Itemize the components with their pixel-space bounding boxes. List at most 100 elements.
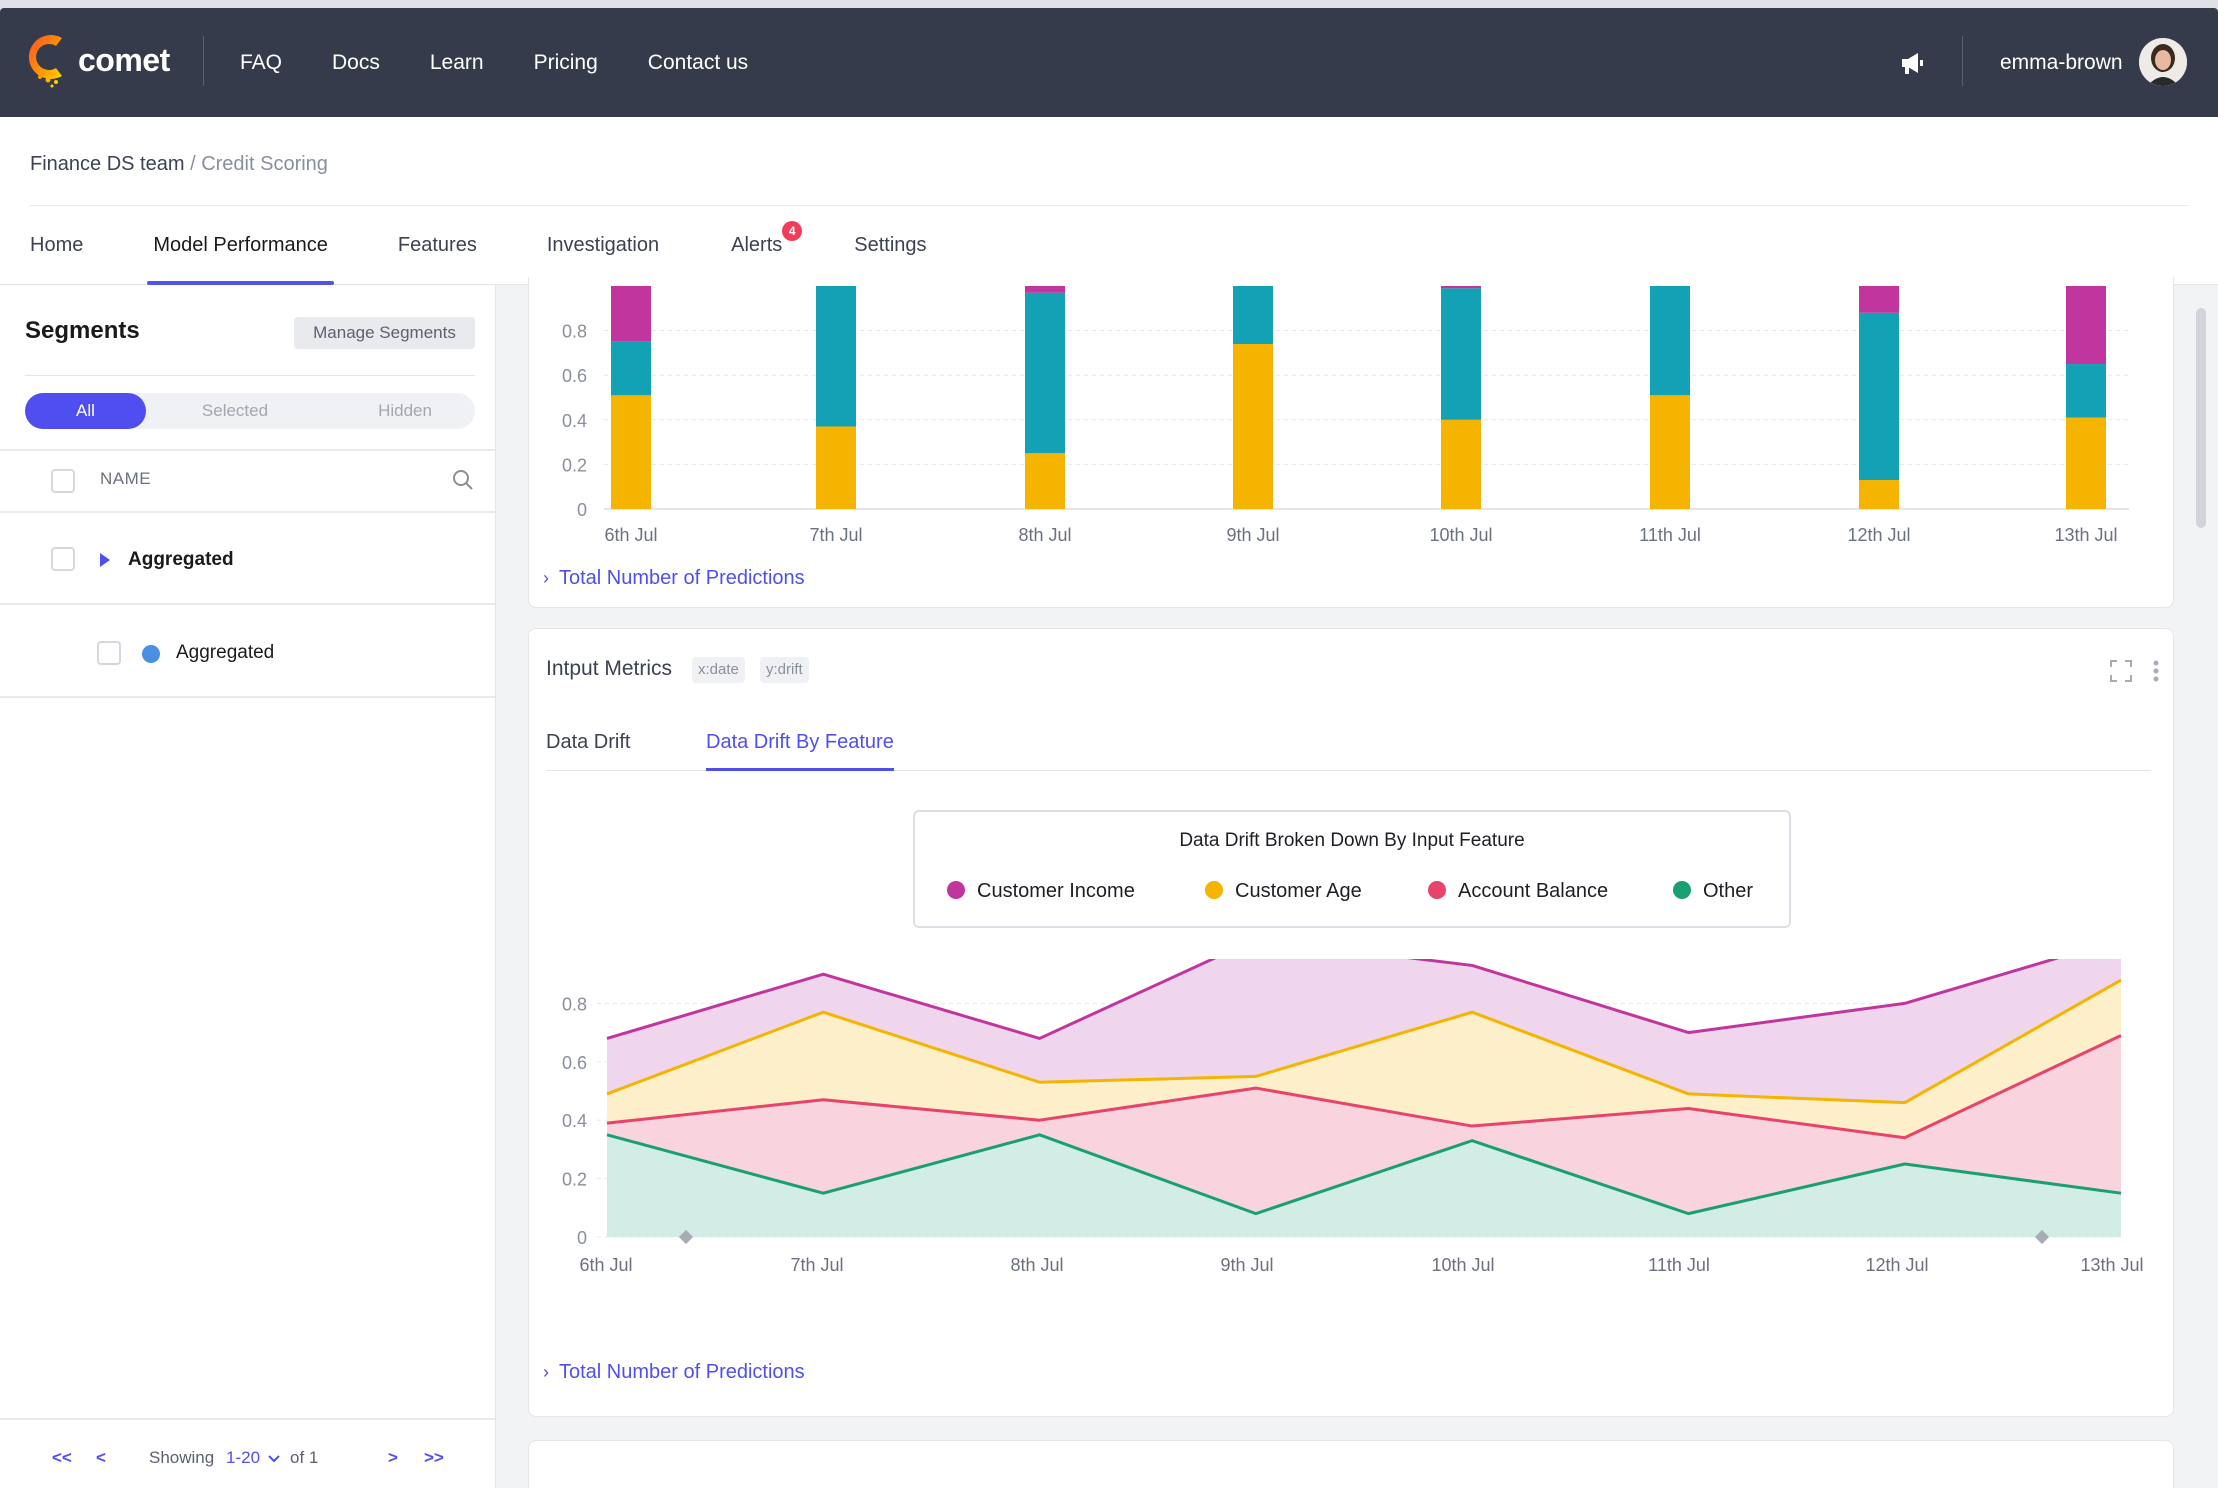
nav-divider bbox=[203, 36, 204, 86]
expand-caret-icon[interactable] bbox=[100, 553, 110, 567]
megaphone-icon[interactable] bbox=[1898, 48, 1928, 78]
nav-links: FAQ Docs Learn Pricing Contact us bbox=[240, 8, 798, 117]
y-tick-label: 0.4 bbox=[562, 411, 587, 431]
bar-segment bbox=[1650, 395, 1690, 509]
group-checkbox[interactable] bbox=[51, 547, 75, 571]
page-scrollbar[interactable] bbox=[2196, 308, 2206, 528]
tab-data-drift-by-feature[interactable]: Data Drift By Feature bbox=[706, 725, 894, 771]
first-page-button[interactable]: << bbox=[52, 1448, 72, 1467]
legend-item-customer-age[interactable]: Customer Age bbox=[1205, 880, 1362, 903]
next-page-button[interactable]: > bbox=[388, 1448, 398, 1467]
manage-segments-button[interactable]: Manage Segments bbox=[294, 317, 475, 349]
nav-divider-right bbox=[1962, 36, 1963, 86]
total-predictions-label: Total Number of Predictions bbox=[559, 1361, 805, 1383]
x-tick-label: 10th Jul bbox=[1431, 1255, 1494, 1275]
stacked-bar-chart: 0 0.2 0.4 0.6 0.8 6th Jul 7th Jul 8th Jul 9th Ju… bbox=[562, 286, 2129, 545]
segment-filter-toggle: All Selected Hidden bbox=[25, 393, 475, 429]
filter-selected[interactable]: Selected bbox=[201, 401, 269, 420]
range-handle-icon bbox=[678, 1229, 694, 1245]
bar-segment bbox=[1025, 286, 1065, 293]
tab-home[interactable]: Home bbox=[30, 234, 84, 256]
total-predictions-label: Total Number of Predictions bbox=[559, 567, 805, 589]
bar-segment bbox=[1859, 480, 1899, 509]
prev-page-button[interactable]: < bbox=[96, 1448, 106, 1467]
header-divider bbox=[30, 205, 2188, 206]
legend-dot bbox=[947, 881, 965, 899]
avatar[interactable] bbox=[2139, 38, 2187, 86]
nav-link-contact[interactable]: Contact us bbox=[647, 50, 749, 74]
name-column-header[interactable]: NAME bbox=[100, 469, 152, 488]
breadcrumb-team[interactable]: Finance DS team bbox=[30, 153, 185, 175]
y-tick-label: 0.8 bbox=[562, 322, 587, 342]
range-handle-icon bbox=[2034, 1229, 2050, 1245]
nav-link-pricing[interactable]: Pricing bbox=[533, 50, 598, 74]
page-total-label: of 1 bbox=[290, 1448, 319, 1467]
more-options-icon[interactable] bbox=[2151, 659, 2161, 683]
x-axis-chip: x:date bbox=[692, 657, 745, 683]
bar-segment bbox=[611, 395, 651, 509]
bar-segment bbox=[1233, 286, 1273, 344]
filter-hidden[interactable]: Hidden bbox=[378, 401, 432, 420]
legend-label: Account Balance bbox=[1458, 880, 1609, 902]
legend-item-other[interactable]: Other bbox=[1673, 880, 1753, 903]
bar-segment bbox=[1441, 288, 1481, 420]
x-tick-label: 9th Jul bbox=[1226, 525, 1279, 545]
legend-item-customer-income[interactable]: Customer Income bbox=[947, 880, 1135, 903]
tab-model-performance[interactable]: Model Performance bbox=[147, 205, 334, 285]
chevron-right-icon: › bbox=[543, 568, 549, 588]
search-icon[interactable] bbox=[452, 469, 474, 491]
x-tick-label: 13th Jul bbox=[2054, 525, 2117, 545]
series-line-account-balance bbox=[606, 1034, 2122, 1140]
tab-investigation[interactable]: Investigation bbox=[546, 234, 660, 256]
fullscreen-icon[interactable] bbox=[2109, 659, 2133, 683]
username[interactable]: emma-brown bbox=[2000, 51, 2123, 74]
bar-segment bbox=[1233, 343, 1273, 509]
series-line-other bbox=[606, 1133, 2122, 1216]
legend-item-account-balance[interactable]: Account Balance bbox=[1428, 880, 1608, 903]
legend-label: Customer Age bbox=[1235, 880, 1362, 902]
y-tick-label: 0 bbox=[577, 500, 587, 520]
comet-logo-icon bbox=[28, 35, 62, 88]
legend-dot bbox=[1673, 881, 1691, 899]
x-tick-label: 8th Jul bbox=[1010, 1255, 1063, 1275]
comet-logo[interactable]: comet bbox=[26, 32, 170, 88]
segment-group-label[interactable]: Aggregated bbox=[128, 549, 234, 570]
bar-segment bbox=[611, 341, 651, 396]
last-page-button[interactable]: >> bbox=[424, 1448, 444, 1467]
y-tick-label: 0.8 bbox=[562, 994, 587, 1014]
nav-link-learn[interactable]: Learn bbox=[429, 50, 484, 74]
bar-segment bbox=[1859, 312, 1899, 481]
table-divider bbox=[0, 603, 495, 605]
app-window: comet FAQ Docs Learn Pricing Contact us … bbox=[0, 8, 2218, 1488]
bar-segment bbox=[1441, 419, 1481, 509]
segments-sidebar: Segments Manage Segments All Selected Hi… bbox=[0, 285, 496, 1488]
total-predictions-link[interactable]: › Total Number of Predictions bbox=[543, 567, 805, 590]
x-tick-label: 13th Jul bbox=[2080, 1255, 2143, 1275]
select-all-checkbox[interactable] bbox=[51, 469, 75, 493]
tab-data-drift[interactable]: Data Drift bbox=[546, 731, 631, 753]
segment-checkbox[interactable] bbox=[97, 641, 121, 665]
x-tick-label: 10th Jul bbox=[1429, 525, 1492, 545]
nav-link-faq[interactable]: FAQ bbox=[240, 50, 283, 74]
bar-segment bbox=[816, 426, 856, 509]
breadcrumb-project[interactable]: Credit Scoring bbox=[201, 153, 328, 175]
y-tick-label: 0.2 bbox=[562, 455, 587, 475]
tab-alerts[interactable]: Alerts 4 bbox=[731, 205, 803, 285]
tab-features[interactable]: Features bbox=[397, 234, 477, 256]
tab-settings[interactable]: Settings bbox=[854, 234, 927, 256]
sidebar-divider bbox=[25, 375, 475, 376]
x-tick-label: 11th Jul bbox=[1639, 525, 1701, 545]
nav-link-docs[interactable]: Docs bbox=[332, 50, 380, 74]
chart-title: Data Drift Broken Down By Input Feature bbox=[1179, 830, 1525, 851]
segment-item-label[interactable]: Aggregated bbox=[176, 642, 275, 663]
input-metrics-title: Intput Metrics bbox=[546, 657, 673, 680]
page-size-select[interactable]: 1-20 bbox=[226, 1448, 280, 1468]
top-nav: comet FAQ Docs Learn Pricing Contact us … bbox=[0, 8, 2218, 117]
project-header: Finance DS team / Credit Scoring Home Mo… bbox=[0, 117, 2218, 285]
total-predictions-link-2[interactable]: › Total Number of Predictions bbox=[543, 1361, 805, 1384]
filter-all[interactable]: All bbox=[25, 393, 146, 429]
breadcrumb-separator: / bbox=[190, 153, 196, 175]
legend-dot bbox=[1428, 881, 1446, 899]
x-tick-label: 6th Jul bbox=[579, 1255, 632, 1275]
series-line-customer-income bbox=[606, 959, 2060, 1040]
